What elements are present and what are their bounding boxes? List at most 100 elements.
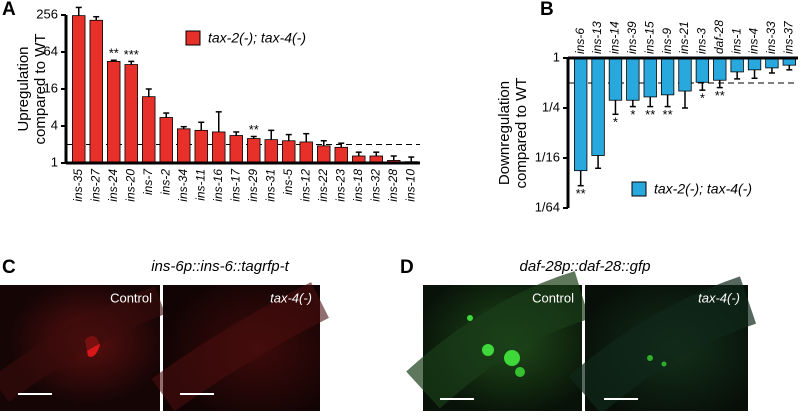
legend-label: tax-2(-); tax-4(-): [654, 181, 752, 197]
y-tick-label: 64: [44, 43, 58, 58]
bar: [317, 145, 331, 164]
x-tick-label: ins-17: [228, 168, 242, 202]
y-tick-label: 4: [51, 117, 58, 132]
x-tick-label: ins-13: [590, 21, 604, 54]
bar: [124, 64, 138, 164]
bar: [660, 57, 675, 96]
bar: [142, 96, 156, 164]
y-axis-label: Downregulation: [496, 81, 513, 185]
panel-title: ins-6p::ins-6::tagrfp-t: [151, 258, 289, 275]
significance: **: [715, 88, 725, 103]
bar: [177, 128, 191, 164]
bar: [695, 57, 710, 83]
image-label: Control: [532, 290, 574, 305]
x-tick-label: ins-24: [106, 169, 120, 202]
x-tick-label: ins-10: [403, 169, 417, 202]
signal: [647, 355, 653, 361]
image-label: tax-4(-): [698, 290, 740, 305]
x-tick-label: ins-29: [246, 169, 260, 202]
x-tick-label: ins-34: [176, 169, 190, 202]
x-tick-label: ins-18: [351, 169, 365, 202]
worm: [568, 276, 757, 414]
legend-swatch: [185, 30, 201, 46]
significance: *: [700, 91, 705, 106]
bar: [107, 61, 121, 164]
x-tick-label: ins-33: [764, 21, 778, 54]
panel-c-images: [0, 282, 329, 412]
y-axis-label: Upregulation: [15, 46, 32, 131]
y-axis-label: compared to WT: [32, 34, 49, 145]
y-tick-label: 1: [553, 49, 560, 64]
x-tick-label: ins-22: [316, 169, 330, 202]
x-tick-label: ins-7: [141, 168, 155, 195]
x-tick-label: ins-35: [71, 169, 85, 202]
x-tick-label: ins-14: [608, 21, 622, 54]
bar: [678, 57, 692, 92]
significance: **: [249, 122, 259, 137]
x-tick-label: ins-12: [298, 169, 312, 202]
signal: [467, 315, 473, 321]
significance: *: [630, 107, 635, 122]
significance: ***: [124, 47, 139, 62]
significance: **: [663, 107, 673, 122]
worm: [151, 282, 329, 412]
x-tick-label: ins-3: [695, 28, 709, 54]
x-tick-label: ins-37: [781, 20, 795, 54]
bar: [264, 139, 278, 164]
bar: [626, 57, 640, 101]
bar: [713, 57, 727, 81]
bar: [89, 19, 103, 164]
x-tick-label: ins-20: [123, 169, 137, 202]
y-tick-label: 16: [44, 80, 58, 95]
y-tick-label: 1/64: [535, 199, 560, 214]
x-tick-label: ins-2: [158, 169, 172, 195]
x-tick-label: ins-9: [660, 28, 674, 54]
y-tick-label: 256: [36, 6, 58, 21]
signal: [504, 350, 520, 366]
x-tick-label: ins-31: [263, 169, 277, 202]
bar: [194, 129, 208, 164]
significance: **: [109, 46, 119, 61]
panel-title: daf-28p::daf-28::gfp: [520, 258, 651, 275]
signal: [515, 367, 525, 377]
panel-letter: A: [2, 0, 16, 20]
significance: **: [645, 107, 655, 122]
bar: [299, 141, 313, 164]
x-tick-label: ins-16: [211, 169, 225, 202]
x-tick-label: ins-15: [642, 21, 656, 54]
bar: [282, 140, 296, 164]
bar: [730, 57, 744, 73]
y-tick-label: 1: [51, 154, 58, 169]
image-label: tax-4(-): [270, 290, 312, 305]
bar: [608, 57, 623, 101]
x-tick-label: ins-4: [747, 28, 761, 54]
x-tick-label: ins-5: [281, 169, 295, 195]
signal: [482, 344, 494, 356]
x-tick-label: ins-39: [625, 21, 639, 54]
significance: *: [613, 115, 618, 130]
x-tick-label: ins-1: [729, 28, 743, 54]
signal: [661, 361, 667, 367]
bar: [643, 57, 657, 98]
significance: **: [576, 186, 586, 201]
x-tick-label: ins-23: [333, 169, 347, 202]
y-tick-label: 1/16: [535, 149, 560, 164]
panel-letter: C: [2, 257, 16, 278]
bar: [747, 57, 762, 71]
x-tick-label: ins-32: [368, 169, 382, 202]
panel-letter: D: [400, 257, 414, 278]
bar: [212, 131, 226, 164]
bar: [159, 117, 173, 164]
worm: [0, 285, 166, 403]
bar: [334, 146, 348, 164]
bar: [574, 57, 588, 172]
x-tick-label: ins-27: [88, 168, 102, 202]
bar: [247, 138, 261, 164]
bar: [591, 57, 605, 156]
panel-letter: B: [540, 0, 554, 20]
bar: [72, 15, 86, 164]
bar: [229, 135, 243, 164]
image-label: Control: [110, 290, 152, 305]
x-tick-label: ins-28: [386, 169, 400, 202]
